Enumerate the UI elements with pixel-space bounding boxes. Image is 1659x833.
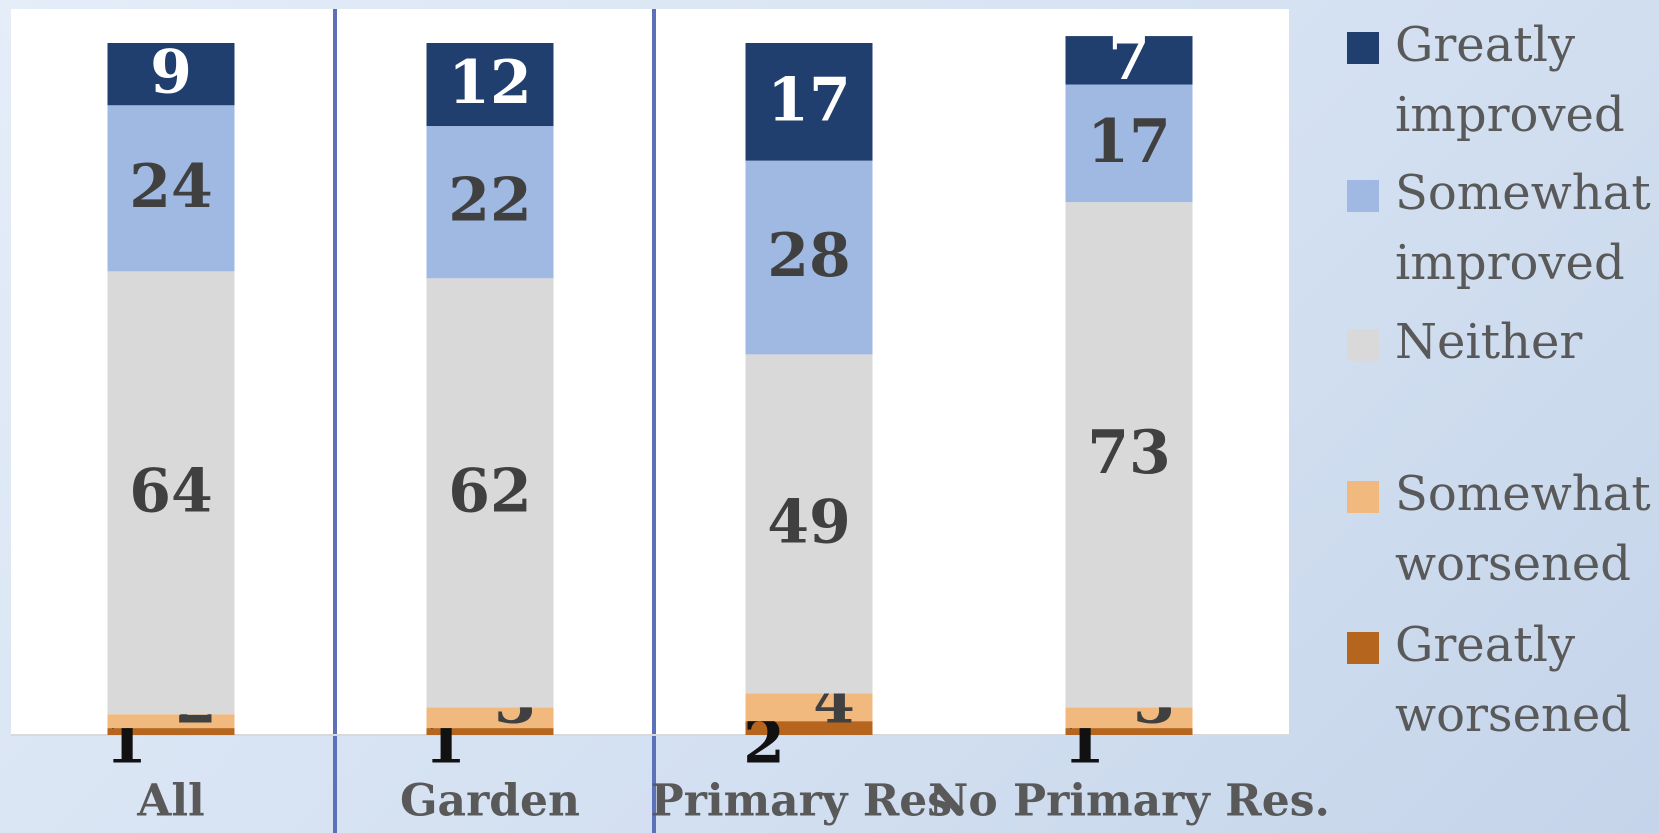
bar-segment — [745, 43, 873, 161]
legend-swatch — [1347, 632, 1379, 664]
data-label: 62 — [448, 456, 532, 526]
data-label: 64 — [129, 456, 213, 526]
data-label: 73 — [1087, 418, 1171, 488]
bar-segment — [745, 354, 873, 694]
bar-segment — [426, 278, 554, 708]
bar-segment — [745, 693, 873, 722]
data-label: 17 — [767, 65, 851, 135]
data-label: 9 — [150, 38, 192, 108]
bar-segment — [1065, 728, 1193, 735]
bar-segment — [107, 714, 235, 729]
bar-segment — [745, 160, 873, 355]
bar-segment — [426, 707, 554, 729]
x-tick-label: No Primary Res. — [928, 776, 1330, 827]
data-label: 22 — [448, 166, 532, 236]
x-tick-label: All — [136, 776, 205, 827]
bar-segment — [1065, 84, 1193, 203]
bar-segment — [745, 721, 873, 735]
legend-label: Somewhat improved — [1395, 165, 1651, 291]
legend-label: Neither — [1395, 314, 1582, 370]
data-label: 17 — [1087, 107, 1171, 177]
data-label: 12 — [448, 48, 532, 118]
legend-label: Greatly worsened — [1395, 617, 1631, 743]
bar-segment — [107, 271, 235, 715]
legend-swatch — [1347, 329, 1379, 361]
data-label: 28 — [767, 221, 851, 291]
bar-segment — [426, 728, 554, 735]
bar-segment — [107, 728, 235, 735]
legend-label: Somewhat worsened — [1395, 466, 1651, 592]
legend-swatch — [1347, 180, 1379, 212]
bar-segment — [426, 126, 554, 279]
data-label: 24 — [129, 152, 213, 222]
bar-segment — [1065, 202, 1193, 708]
bar-segment — [1065, 707, 1193, 729]
bar-segment — [107, 43, 235, 106]
legend-label: Greatly improved — [1395, 17, 1625, 143]
legend-swatch — [1347, 32, 1379, 64]
bar-segment — [426, 43, 554, 127]
x-tick-label: Primary Res. — [651, 776, 968, 827]
bar-segment — [1065, 36, 1193, 85]
data-label: 7 — [1108, 24, 1150, 94]
x-tick-label: Garden — [400, 776, 580, 827]
bar-segment — [107, 105, 235, 272]
legend-swatch — [1347, 481, 1379, 513]
data-label: 49 — [767, 487, 851, 557]
